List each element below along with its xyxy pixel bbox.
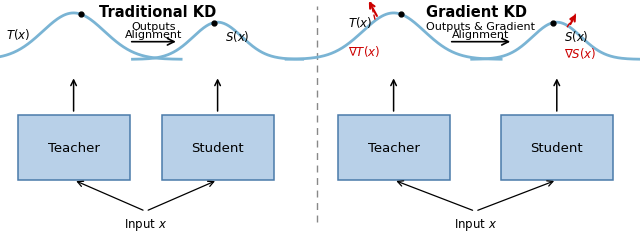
Text: $T(x)$: $T(x)$ [6,27,31,42]
Text: Student: Student [531,141,583,154]
Text: Alignment: Alignment [452,30,509,40]
Text: $T(x)$: $T(x)$ [348,15,372,30]
FancyBboxPatch shape [162,116,274,180]
Text: $S(x)$: $S(x)$ [564,29,589,43]
Text: Teacher: Teacher [367,141,420,154]
Text: Alignment: Alignment [125,30,182,40]
Text: Traditional KD: Traditional KD [99,5,217,20]
Text: Input $x$: Input $x$ [124,216,167,231]
Text: $\nabla S(x)$: $\nabla S(x)$ [564,46,596,61]
Text: Input $x$: Input $x$ [454,216,497,231]
Text: Teacher: Teacher [47,141,100,154]
FancyBboxPatch shape [338,116,449,180]
Text: $S(x)$: $S(x)$ [225,29,250,43]
Text: Outputs & Gradient: Outputs & Gradient [426,22,536,32]
Text: Outputs: Outputs [132,22,176,32]
Text: Student: Student [191,141,244,154]
FancyBboxPatch shape [500,116,613,180]
Text: Gradient KD: Gradient KD [426,5,527,20]
Text: $\nabla T(x)$: $\nabla T(x)$ [348,44,380,59]
FancyBboxPatch shape [18,116,130,180]
